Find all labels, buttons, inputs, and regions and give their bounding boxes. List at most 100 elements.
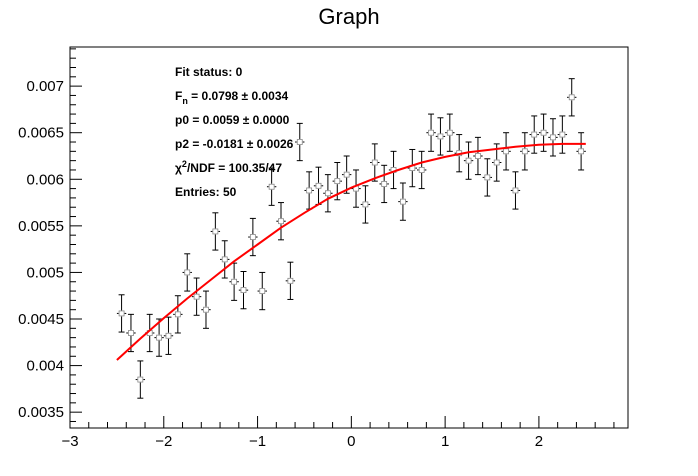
x-tick-label: −3 [61, 433, 78, 450]
point-marker [550, 134, 556, 141]
point-marker [578, 148, 585, 155]
point-marker [568, 94, 575, 101]
point-marker [418, 167, 425, 173]
data-point [220, 240, 230, 279]
data-point [182, 253, 192, 292]
point-marker [371, 159, 378, 166]
point-marker [278, 218, 284, 225]
data-point [463, 141, 474, 180]
stats-line: Fit status: 0 [175, 65, 243, 79]
data-point [473, 136, 483, 176]
point-marker [531, 131, 538, 138]
point-marker [484, 174, 491, 181]
point-marker [296, 139, 303, 145]
point-marker [118, 310, 125, 317]
point-marker [184, 269, 191, 276]
point-marker [512, 187, 519, 194]
y-tick-label: 0.0065 [18, 125, 64, 142]
data-point [116, 294, 127, 333]
data-point [492, 143, 502, 182]
data-point [567, 78, 577, 117]
data-point [351, 169, 361, 208]
point-marker [193, 293, 200, 300]
point-marker [203, 306, 209, 313]
point-marker [174, 311, 181, 318]
point-marker [249, 234, 256, 240]
data-point [257, 271, 267, 311]
x-tick-label: 2 [535, 433, 543, 450]
data-point [210, 212, 221, 251]
point-marker [475, 153, 481, 159]
data-point [370, 143, 380, 182]
data-point [416, 150, 427, 190]
point-marker [362, 201, 369, 208]
stats-line: Fn = 0.0798 ± 0.0034 [175, 89, 289, 106]
point-marker [437, 133, 444, 140]
chart-title: Graph [318, 4, 379, 29]
data-point [557, 115, 568, 154]
data-point [538, 113, 549, 152]
point-marker [503, 148, 509, 155]
point-marker [465, 157, 472, 164]
y-tick-label: 0.005 [26, 264, 64, 281]
data-point [510, 171, 521, 210]
data-point [445, 113, 455, 152]
y-tick-label: 0.0045 [18, 311, 64, 328]
data-point [379, 164, 389, 204]
point-marker [334, 178, 341, 185]
point-marker [268, 183, 275, 190]
data-point [407, 148, 417, 188]
data-point [529, 115, 539, 154]
axes: −3 −2 −1 0 1 2 0.0035 0.004 0.0045 0.005 0.0055 0.0… [18, 46, 629, 450]
point-marker [259, 288, 266, 294]
point-marker [240, 287, 247, 294]
point-marker [137, 376, 144, 383]
data-point [360, 185, 371, 224]
point-marker [221, 256, 228, 263]
point-marker [559, 131, 566, 138]
data-point [501, 132, 511, 171]
fit-line [116, 142, 586, 361]
data-point [576, 132, 586, 171]
data-point [126, 313, 136, 353]
y-tick-label: 0.0035 [18, 404, 64, 421]
data-point [435, 117, 446, 156]
x-tick-label: −1 [249, 433, 266, 450]
data-point [173, 295, 183, 334]
point-marker [324, 190, 331, 197]
y-tick-label: 0.007 [26, 78, 64, 95]
point-marker [343, 171, 350, 178]
data-point [266, 167, 277, 206]
data-point [295, 122, 305, 162]
y-tick-label: 0.006 [26, 171, 64, 188]
data-point [238, 271, 249, 310]
point-marker [306, 187, 313, 194]
point-marker [156, 334, 162, 341]
data-point [276, 202, 286, 241]
point-marker [287, 277, 294, 284]
x-tick-label: 0 [347, 433, 355, 450]
data-point [388, 150, 399, 190]
data-point [548, 118, 558, 157]
point-marker [212, 228, 219, 235]
point-marker [493, 159, 500, 166]
plot-frame [69, 46, 629, 429]
stats-line: p2 = -0.0181 ± 0.0026 [175, 137, 294, 151]
data-point [332, 162, 342, 201]
data-point [201, 290, 211, 329]
data-point [154, 318, 164, 357]
point-marker [521, 148, 528, 155]
y-tick-label: 0.004 [26, 358, 64, 375]
data-point [323, 174, 333, 213]
data-point [520, 132, 530, 171]
fit-curve [116, 142, 586, 361]
data-point [191, 277, 202, 316]
stats-line: Entries: 50 [175, 185, 237, 199]
data-point [163, 316, 174, 355]
point-marker [446, 129, 453, 136]
data-point [229, 262, 239, 301]
stats-box: Fit status: 0 Fn = 0.0798 ± 0.0034 p0 = 0.… [175, 65, 294, 199]
point-marker [231, 278, 238, 285]
data-point [285, 261, 296, 300]
